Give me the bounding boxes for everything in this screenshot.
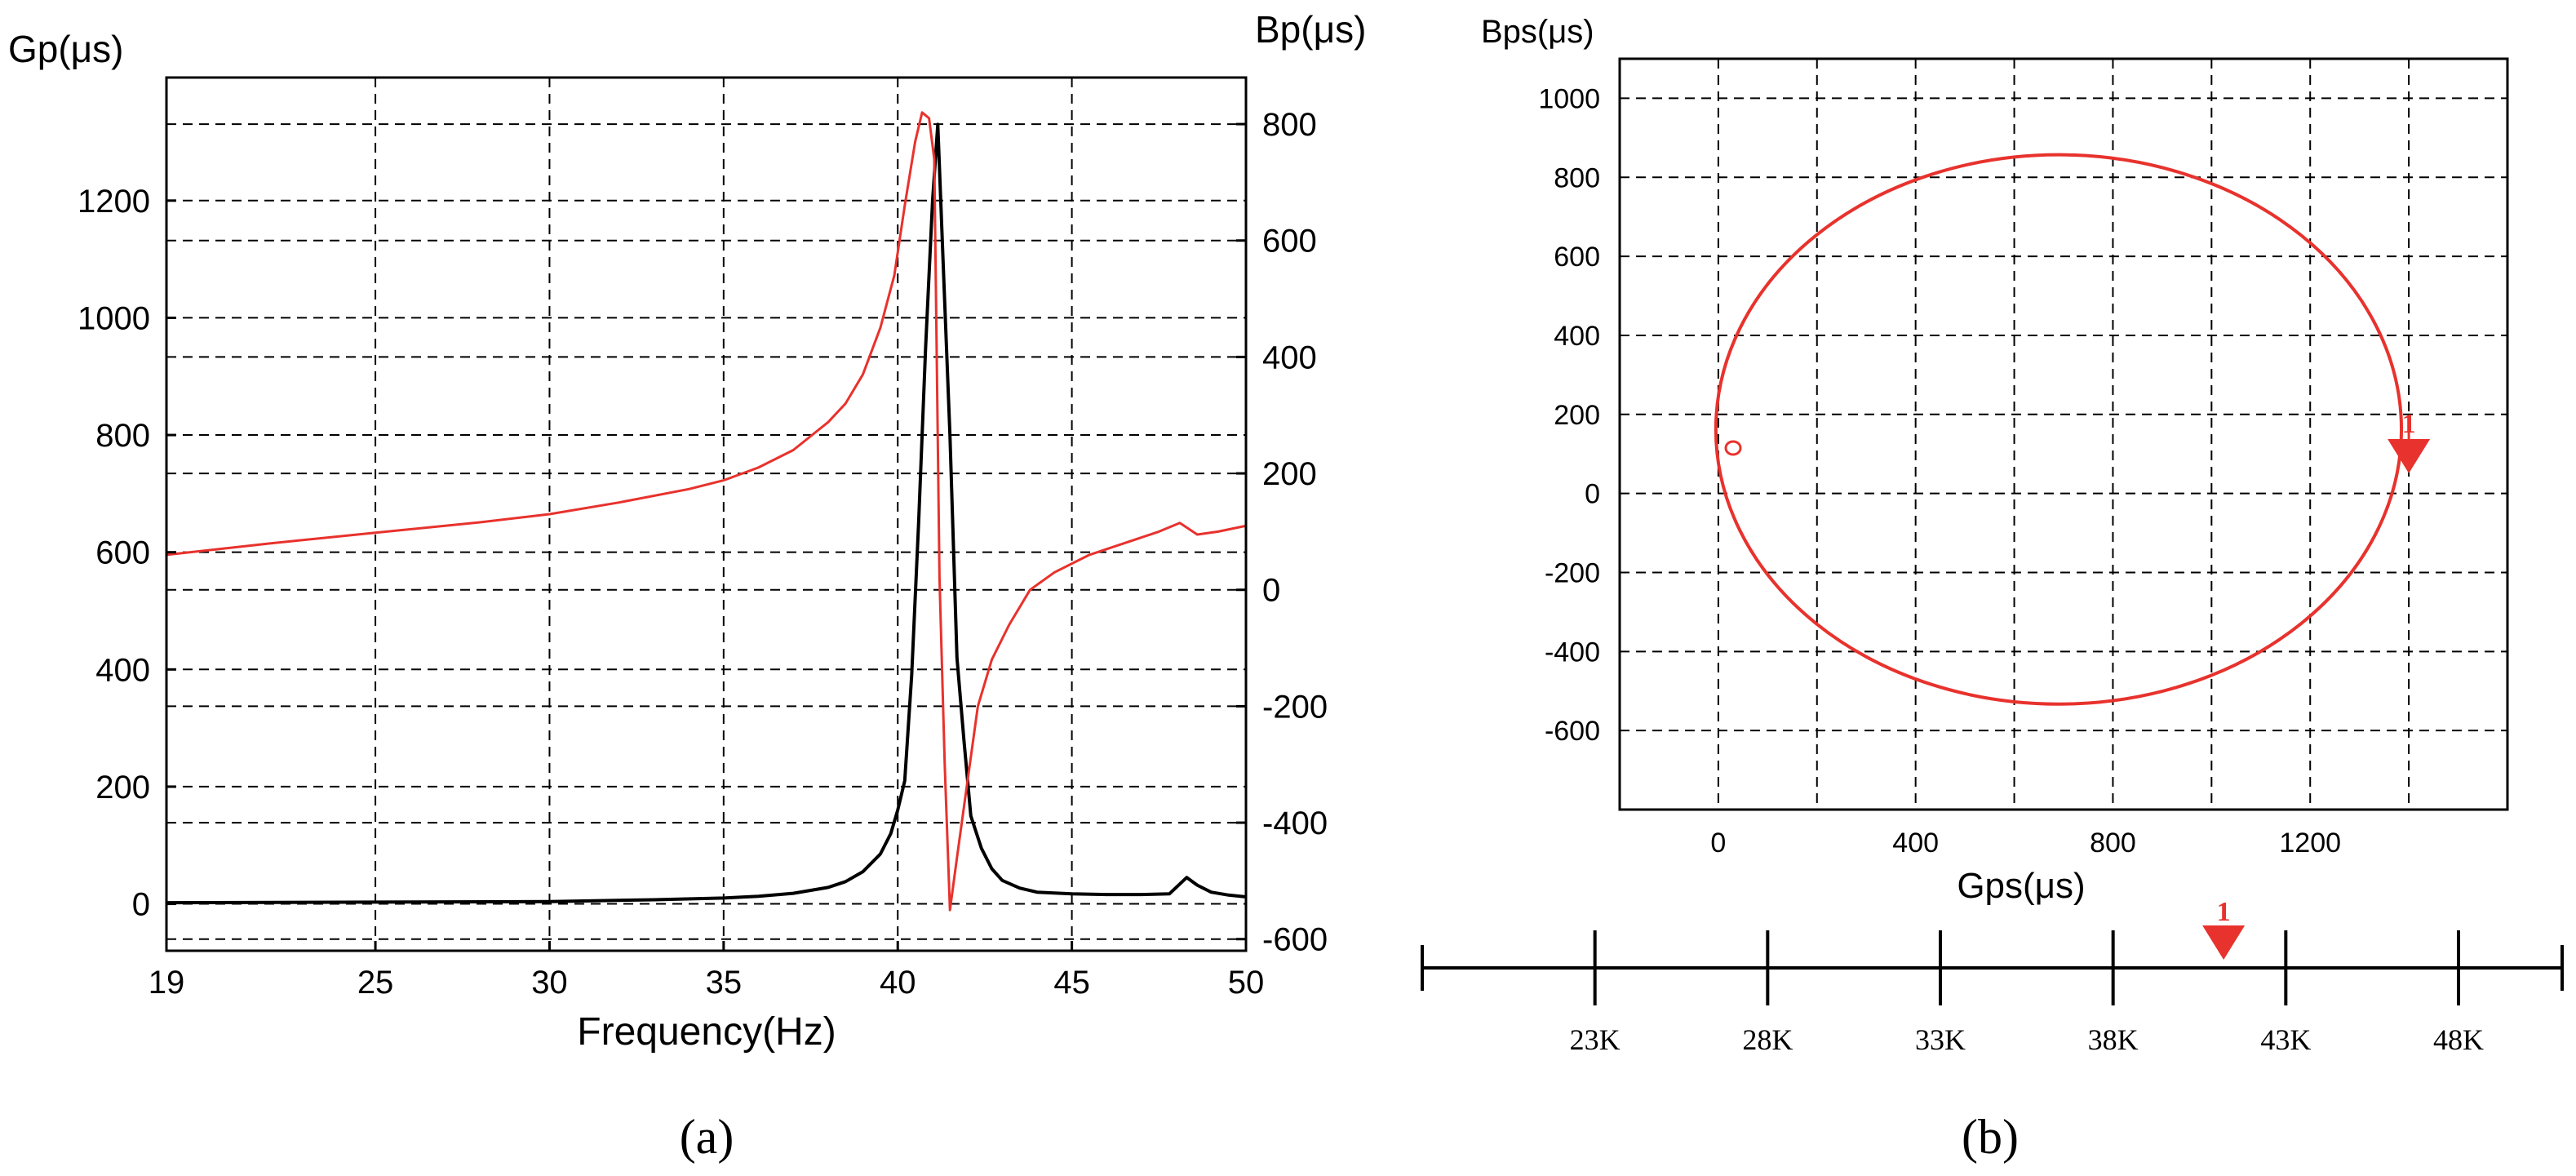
panel-a-series — [166, 111, 1247, 912]
panel-b-y-ticks: -600 -400 -200 0 200 400 600 800 1000 — [1538, 83, 1600, 747]
panel-a-left-tick-label: 0 — [132, 887, 150, 923]
frequency-scale-label: 23K — [1570, 1023, 1621, 1056]
panel-b-x-tick-label: 400 — [1892, 828, 1939, 859]
panel-a-gp-line — [166, 122, 1247, 905]
panel-b-y-tick-label: -200 — [1545, 557, 1600, 588]
panel-b-x-ticks: 0 400 800 1200 — [1710, 828, 2341, 859]
panel-a-right-tick-label: 400 — [1262, 339, 1317, 375]
panel-a-x-tick-label: 19 — [149, 965, 185, 1001]
panel-b-ylabel: Bps(μs) — [1481, 14, 1594, 50]
frequency-scale-marker-label: 1 — [2217, 897, 2231, 927]
frequency-scale-label: 38K — [2088, 1023, 2139, 1056]
panel-a-right-tick-label: -600 — [1262, 922, 1328, 958]
panel-a-left-tick-label: 600 — [95, 535, 150, 571]
panel-b-y-tick-label: 600 — [1554, 242, 1600, 273]
panel-a-left-tick-label: 400 — [95, 652, 150, 688]
panel-b-caption: (b) — [1962, 1110, 2019, 1164]
panel-b-y-tick-label: 1000 — [1538, 83, 1600, 114]
panel-a-left-ylabel: Gp(μs) — [8, 28, 124, 70]
panel-a-x-tick-label: 35 — [706, 965, 743, 1001]
panel-a-x-tick-label: 45 — [1053, 965, 1090, 1001]
frequency-scale-label: 48K — [2433, 1023, 2484, 1056]
panel-b-xlabel: Gps(μs) — [1957, 866, 2085, 906]
panel-a-left-y-ticks: 0 200 400 600 800 1000 1200 — [78, 184, 176, 923]
panel-a-left-tick-label: 1200 — [78, 184, 150, 220]
panel-a-right-tick-label: 600 — [1262, 224, 1317, 260]
panel-b-x-tick-label: 800 — [2090, 828, 2136, 859]
panel-a-right-tick-label: 0 — [1262, 573, 1280, 609]
panel-b-marker-arrow — [2388, 439, 2431, 473]
frequency-scale-label: 28K — [1742, 1023, 1793, 1056]
panel-a-grid — [166, 78, 1246, 952]
panel-a-x-tick-label: 30 — [531, 965, 568, 1001]
panel-a-right-y-ticks: -600 -400 -200 0 200 400 600 800 — [1236, 107, 1328, 958]
panel-a-x-tick-label: 50 — [1228, 965, 1265, 1001]
frequency-scale-label: 43K — [2260, 1023, 2311, 1056]
panel-a-right-ylabel: Bp(μs) — [1255, 8, 1366, 51]
frequency-scale: 23K 28K 33K 38K 43K 48K 1 — [1421, 897, 2564, 1056]
panel-b-y-tick-label: -400 — [1545, 637, 1600, 668]
panel-a-left-tick-label: 200 — [95, 770, 150, 805]
panel-a-right-tick-label: 200 — [1262, 456, 1317, 492]
panel-a-frame — [165, 76, 1248, 952]
panel-a-right-tick-label: -400 — [1262, 805, 1328, 841]
panel-b-x-tick-label: 0 — [1710, 828, 1726, 859]
panel-b-marker-label: 1 — [2402, 409, 2416, 439]
panel-b-grid — [1620, 59, 2507, 810]
panel-b-chart: 1 0 400 800 1200 -600 -400 -200 0 200 400 600 800 1… — [1421, 14, 2564, 1164]
panel-a-x-tick-label: 25 — [357, 965, 394, 1001]
panel-a-caption: (a) — [680, 1110, 734, 1164]
frequency-scale-marker-arrow — [2202, 925, 2246, 960]
panel-a-chart: 19 25 30 35 40 45 50 0 200 400 600 800 1000 1200 -60… — [8, 8, 1366, 1164]
panel-b-y-tick-label: 200 — [1554, 400, 1600, 431]
panel-b-admittance-circle: 1 — [1714, 153, 2431, 706]
panel-a-right-tick-label: -200 — [1262, 689, 1328, 725]
panel-a-bp-line — [166, 111, 1247, 912]
panel-b-y-tick-label: 0 — [1585, 479, 1600, 510]
panel-a-right-tick-label: 800 — [1262, 107, 1317, 143]
panel-b-y-tick-label: -600 — [1545, 716, 1600, 747]
panel-a-x-ticks: 19 25 30 35 40 45 50 — [149, 941, 1265, 1001]
admittance-circle — [1714, 153, 2404, 706]
panel-b-x-tick-label: 1200 — [2279, 828, 2341, 859]
circle-start-loop — [1724, 440, 1742, 456]
panel-a-left-tick-label: 800 — [95, 418, 150, 454]
panel-b-frame — [1618, 57, 2509, 811]
panel-b-y-tick-label: 800 — [1554, 162, 1600, 193]
panel-a-left-tick-label: 1000 — [78, 300, 150, 336]
panel-a-x-tick-label: 40 — [880, 965, 916, 1001]
panel-a-xlabel: Frequency(Hz) — [577, 1010, 836, 1054]
frequency-scale-label: 33K — [1915, 1023, 1966, 1056]
panel-b-y-tick-label: 400 — [1554, 321, 1600, 352]
